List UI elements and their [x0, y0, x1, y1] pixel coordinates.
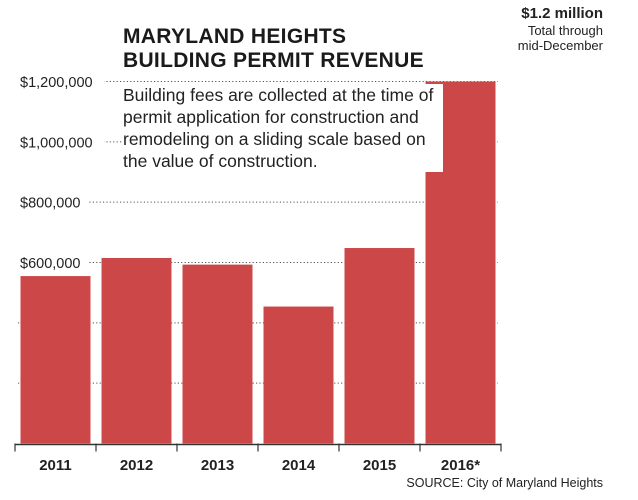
- annotation-value: $1.2 million: [521, 5, 603, 22]
- tick-label-background: [18, 131, 104, 152]
- chart-title: MARYLAND HEIGHTS BUILDING PERMIT REVENUE: [123, 25, 424, 73]
- x-tick-label: 2016*: [441, 457, 480, 474]
- annotation-line-1: Total through: [527, 23, 603, 38]
- x-tick-label: 2015: [363, 457, 396, 474]
- y-tick-label: $1,200,000: [20, 75, 93, 91]
- chart-subtitle: Building fees are collected at the time …: [123, 84, 443, 172]
- bar-2014: [263, 306, 334, 444]
- y-tick-label: $600,000: [20, 256, 80, 272]
- tick-label-background: [18, 71, 104, 92]
- x-tick-label: 2012: [120, 457, 153, 474]
- tick-label-background: [18, 192, 88, 213]
- source-note: SOURCE: City of Maryland Heights: [406, 476, 603, 490]
- chart-title-line-2: BUILDING PERMIT REVENUE: [123, 49, 424, 72]
- y-tick-label: $1,000,000: [20, 135, 93, 151]
- bar-2011: [20, 276, 91, 444]
- bar-2012: [101, 257, 172, 444]
- x-tick-label: 2011: [39, 457, 72, 474]
- annotation-2016: $1.2 million Total through mid-December: [518, 5, 603, 53]
- x-tick-label: 2013: [201, 457, 234, 474]
- chart-title-line-1: MARYLAND HEIGHTS: [123, 25, 347, 48]
- x-tick-label: 2014: [282, 457, 316, 474]
- annotation-line-2: mid-December: [517, 38, 603, 53]
- bar-2015: [344, 248, 415, 444]
- bar-2013: [182, 264, 253, 444]
- y-tick-label: $800,000: [20, 196, 80, 212]
- tick-label-background: [18, 252, 88, 273]
